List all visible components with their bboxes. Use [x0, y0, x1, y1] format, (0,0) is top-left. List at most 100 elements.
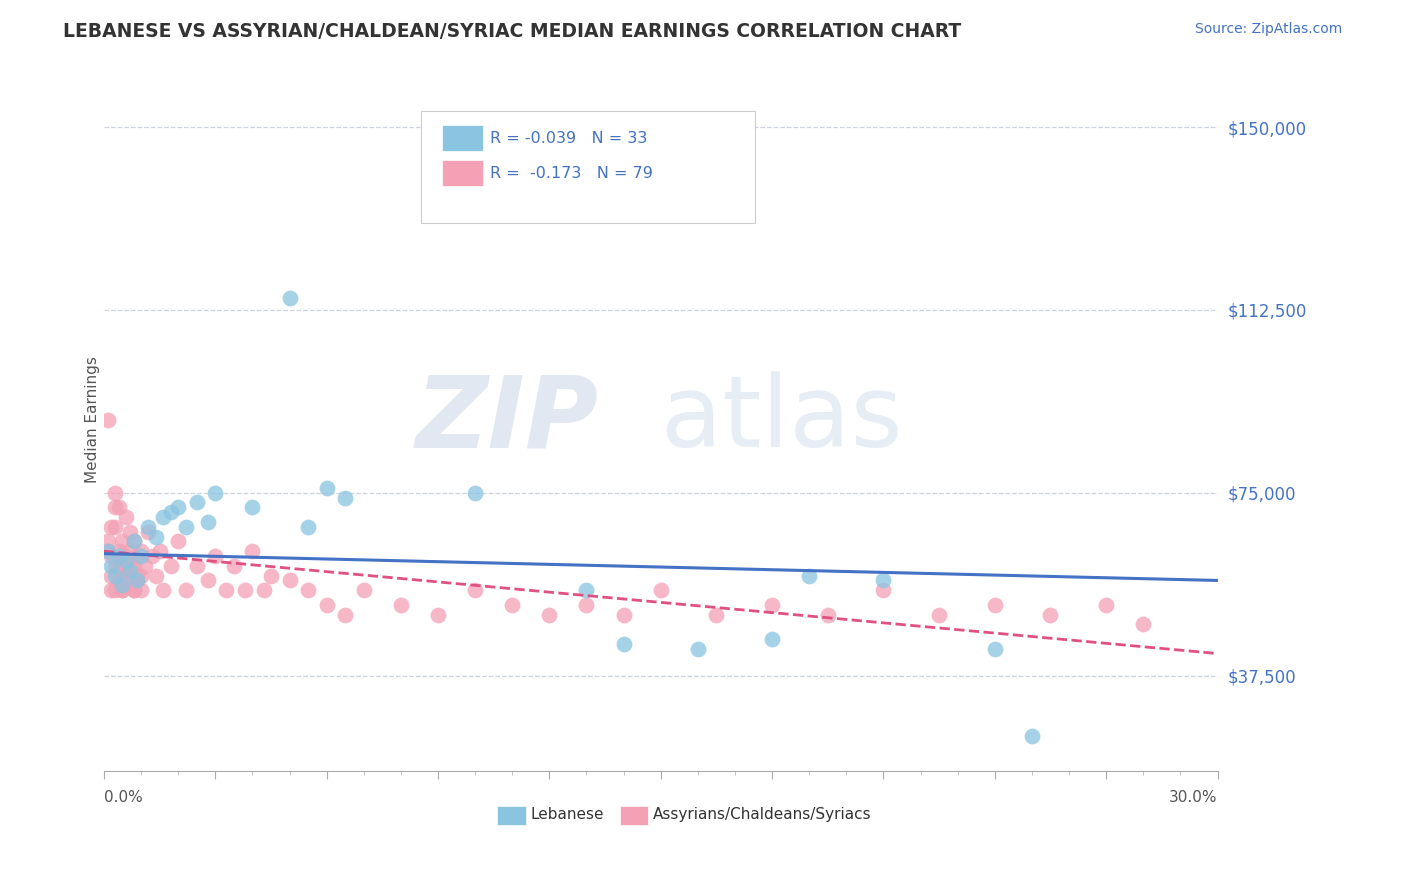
- Point: [107, 574, 129, 588]
- Point: [100, 583, 122, 598]
- Point: [152, 583, 174, 598]
- Text: 30.0%: 30.0%: [1168, 790, 1218, 805]
- Point: [111, 578, 134, 592]
- Point: [115, 568, 138, 582]
- Point: [297, 583, 319, 598]
- Point: [186, 495, 208, 509]
- Point: [252, 583, 274, 598]
- Point: [984, 641, 1007, 656]
- Point: [197, 515, 219, 529]
- Point: [260, 568, 283, 582]
- Point: [315, 481, 337, 495]
- FancyBboxPatch shape: [443, 160, 482, 186]
- Point: [127, 568, 149, 582]
- Point: [242, 544, 264, 558]
- Point: [706, 607, 728, 622]
- Point: [127, 574, 149, 588]
- Point: [186, 558, 208, 573]
- Point: [100, 549, 122, 563]
- Point: [122, 534, 145, 549]
- Point: [115, 554, 138, 568]
- Point: [167, 534, 190, 549]
- Point: [174, 520, 197, 534]
- Point: [233, 583, 256, 598]
- Point: [872, 583, 894, 598]
- FancyBboxPatch shape: [443, 125, 482, 152]
- Point: [138, 520, 160, 534]
- Point: [107, 558, 129, 573]
- Point: [575, 598, 598, 612]
- Point: [111, 558, 134, 573]
- Point: [152, 510, 174, 524]
- Text: atlas: atlas: [661, 371, 903, 468]
- Text: R =  -0.173   N = 79: R = -0.173 N = 79: [491, 166, 654, 180]
- Text: LEBANESE VS ASSYRIAN/CHALDEAN/SYRIAC MEDIAN EARNINGS CORRELATION CHART: LEBANESE VS ASSYRIAN/CHALDEAN/SYRIAC MED…: [63, 22, 962, 41]
- Point: [928, 607, 950, 622]
- Point: [204, 485, 226, 500]
- Point: [122, 583, 145, 598]
- FancyBboxPatch shape: [422, 111, 755, 223]
- Point: [118, 558, 141, 573]
- Point: [1021, 730, 1043, 744]
- Point: [107, 549, 129, 563]
- Text: R = -0.039   N = 33: R = -0.039 N = 33: [491, 130, 648, 145]
- Point: [761, 632, 783, 646]
- Point: [872, 574, 894, 588]
- Point: [104, 558, 127, 573]
- Point: [799, 568, 821, 582]
- Point: [100, 558, 122, 573]
- Point: [686, 641, 709, 656]
- Point: [297, 520, 319, 534]
- FancyBboxPatch shape: [498, 806, 526, 824]
- Point: [613, 607, 636, 622]
- Point: [167, 500, 190, 515]
- Point: [278, 291, 301, 305]
- Point: [145, 568, 167, 582]
- Point: [353, 583, 375, 598]
- Point: [134, 558, 156, 573]
- Text: Lebanese: Lebanese: [530, 806, 605, 822]
- Point: [111, 583, 134, 598]
- Point: [122, 558, 145, 573]
- Point: [104, 568, 127, 582]
- Point: [174, 583, 197, 598]
- Point: [138, 524, 160, 539]
- Point: [984, 598, 1007, 612]
- Point: [111, 568, 134, 582]
- Point: [613, 637, 636, 651]
- Point: [115, 510, 138, 524]
- Text: ZIP: ZIP: [416, 371, 599, 468]
- Point: [149, 544, 172, 558]
- Point: [222, 558, 245, 573]
- Text: Source: ZipAtlas.com: Source: ZipAtlas.com: [1195, 22, 1343, 37]
- Point: [159, 558, 181, 573]
- Point: [111, 583, 134, 598]
- Point: [100, 520, 122, 534]
- Point: [129, 583, 152, 598]
- Point: [335, 491, 357, 505]
- Point: [1132, 617, 1154, 632]
- Point: [129, 549, 152, 563]
- Point: [335, 607, 357, 622]
- Point: [145, 530, 167, 544]
- Point: [97, 544, 120, 558]
- Point: [118, 564, 141, 578]
- FancyBboxPatch shape: [620, 806, 648, 824]
- Point: [129, 544, 152, 558]
- Point: [464, 583, 486, 598]
- Point: [118, 544, 141, 558]
- Point: [159, 505, 181, 519]
- Point: [197, 574, 219, 588]
- Point: [115, 578, 138, 592]
- Point: [1039, 607, 1062, 622]
- Point: [242, 500, 264, 515]
- Point: [464, 485, 486, 500]
- Point: [1095, 598, 1118, 612]
- Point: [389, 598, 412, 612]
- Y-axis label: Median Earnings: Median Earnings: [86, 356, 100, 483]
- Point: [100, 568, 122, 582]
- Point: [761, 598, 783, 612]
- Point: [141, 549, 163, 563]
- Point: [575, 583, 598, 598]
- Point: [104, 485, 127, 500]
